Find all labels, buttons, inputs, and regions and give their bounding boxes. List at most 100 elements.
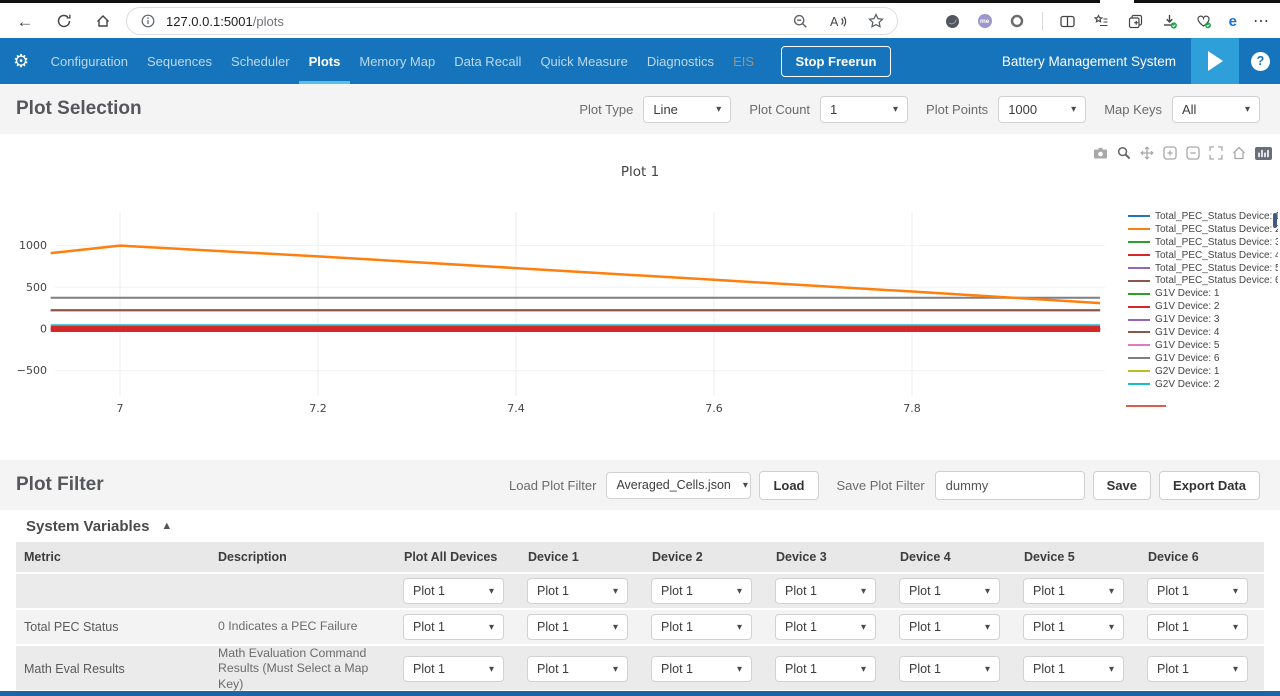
- legend-swatch-icon: [1128, 357, 1150, 359]
- save-plot-filter-input[interactable]: [935, 471, 1085, 500]
- download-icon[interactable]: [1161, 12, 1179, 30]
- select-math-eval-results-device-6[interactable]: Plot 1▾: [1147, 656, 1248, 682]
- export-data-button[interactable]: Export Data: [1159, 471, 1260, 500]
- legend-item-total-pec-status-device-2[interactable]: Total_PEC_Status Device: 2: [1128, 223, 1278, 236]
- legend-item-g2v-device-2[interactable]: G2V Device: 2: [1128, 378, 1278, 391]
- select-math-eval-results-device-5[interactable]: Plot 1▾: [1023, 656, 1124, 682]
- legend-item-total-pec-status-device-1[interactable]: Total_PEC_Status Device: 1: [1128, 210, 1278, 223]
- select-all-device-3[interactable]: Plot 1▾: [775, 578, 876, 604]
- legend-item-total-pec-status-device-4[interactable]: Total_PEC_Status Device: 4: [1128, 249, 1278, 262]
- select-all-device-1[interactable]: Plot 1▾: [527, 578, 628, 604]
- save-button[interactable]: Save: [1093, 471, 1151, 500]
- read-aloud-icon[interactable]: A: [829, 12, 847, 30]
- select-total-pec-status-device-1[interactable]: Plot 1▾: [527, 614, 628, 640]
- select-math-eval-results-plot-all-devices[interactable]: Plot 1▾: [403, 656, 504, 682]
- select-all-device-6[interactable]: Plot 1▾: [1147, 578, 1248, 604]
- select-math-eval-results-device-3[interactable]: Plot 1▾: [775, 656, 876, 682]
- tab-plots[interactable]: Plots: [299, 38, 350, 84]
- camera-icon[interactable]: [1093, 146, 1108, 160]
- load-button[interactable]: Load: [759, 471, 818, 500]
- back-icon[interactable]: ←: [16, 12, 34, 30]
- gear-icon[interactable]: ⚙: [13, 52, 29, 70]
- select-total-pec-status-plot-all-devices[interactable]: Plot 1▾: [403, 614, 504, 640]
- address-bar[interactable]: 127.0.0.1:5001/plots A: [126, 7, 898, 35]
- extension-me-icon[interactable]: me: [978, 14, 992, 28]
- select-all-device-2-value: Plot 1: [661, 584, 693, 598]
- tab-scheduler[interactable]: Scheduler: [222, 38, 300, 84]
- select-math-eval-results-device-2[interactable]: Plot 1▾: [651, 656, 752, 682]
- plot-type-select-value: Line: [653, 102, 678, 117]
- extension-ring-icon[interactable]: [1008, 12, 1026, 30]
- legend-scrollbar[interactable]: [1273, 213, 1277, 228]
- tab-memory-map[interactable]: Memory Map: [350, 38, 445, 84]
- home-icon[interactable]: [94, 12, 112, 30]
- select-total-pec-status-device-2[interactable]: Plot 1▾: [651, 614, 752, 640]
- select-total-pec-status-device-5-value: Plot 1: [1033, 620, 1065, 634]
- tab-configuration[interactable]: Configuration: [41, 38, 137, 84]
- site-info-icon[interactable]: [139, 12, 157, 30]
- plot-count-select[interactable]: 1▾: [820, 96, 908, 123]
- cell-plot-all-devices: Plot 1▾: [396, 656, 520, 682]
- stop-freerun-button[interactable]: Stop Freerun: [781, 46, 892, 77]
- select-all-device-5[interactable]: Plot 1▾: [1023, 578, 1124, 604]
- tab-sequences[interactable]: Sequences: [137, 38, 221, 84]
- edge-ie-mode-icon[interactable]: e: [1229, 13, 1237, 30]
- legend-item-total-pec-status-device-3[interactable]: Total_PEC_Status Device: 3: [1128, 236, 1278, 249]
- select-total-pec-status-device-4[interactable]: Plot 1▾: [899, 614, 1000, 640]
- select-total-pec-status-device-6[interactable]: Plot 1▾: [1147, 614, 1248, 640]
- tab-quick-measure[interactable]: Quick Measure: [531, 38, 637, 84]
- select-total-pec-status-device-5[interactable]: Plot 1▾: [1023, 614, 1124, 640]
- legend-item-g1v-device-6[interactable]: G1V Device: 6: [1128, 352, 1278, 365]
- play-button[interactable]: [1191, 38, 1239, 84]
- chevron-down-icon: ▾: [601, 664, 618, 675]
- tab-data-recall[interactable]: Data Recall: [445, 38, 531, 84]
- select-math-eval-results-device-1[interactable]: Plot 1▾: [527, 656, 628, 682]
- legend-item-g1v-device-4[interactable]: G1V Device: 4: [1128, 326, 1278, 339]
- legend-item-g1v-device-3[interactable]: G1V Device: 3: [1128, 313, 1278, 326]
- refresh-icon[interactable]: [55, 12, 73, 30]
- reset-axes-icon[interactable]: [1232, 146, 1246, 160]
- help-button[interactable]: ?: [1251, 52, 1270, 71]
- collapse-triangle-icon[interactable]: ▲: [161, 520, 172, 532]
- favorites-hub-icon[interactable]: [1093, 12, 1111, 30]
- collections-icon[interactable]: [1127, 12, 1145, 30]
- plotly-modebar: [1093, 146, 1272, 160]
- legend-item-g2v-device-1[interactable]: G2V Device: 1: [1128, 365, 1278, 378]
- favorite-star-icon[interactable]: [867, 12, 885, 30]
- pan-icon[interactable]: [1140, 146, 1154, 160]
- select-total-pec-status-device-3[interactable]: Plot 1▾: [775, 614, 876, 640]
- extension-dark-icon[interactable]: [944, 12, 962, 30]
- plotly-logo-icon[interactable]: [1255, 147, 1272, 160]
- chevron-down-icon: ▾: [725, 622, 742, 633]
- select-all-device-4[interactable]: Plot 1▾: [899, 578, 1000, 604]
- split-screen-icon[interactable]: [1059, 12, 1077, 30]
- select-all-device-5-value: Plot 1: [1033, 584, 1065, 598]
- legend-item-total-pec-status-device-6[interactable]: Total_PEC_Status Device: 6: [1128, 274, 1278, 287]
- select-all-device-2[interactable]: Plot 1▾: [651, 578, 752, 604]
- legend-item-g1v-device-5[interactable]: G1V Device: 5: [1128, 339, 1278, 352]
- tab-diagnostics[interactable]: Diagnostics: [637, 38, 723, 84]
- legend-item-total-pec-status-device-5[interactable]: Total_PEC_Status Device: 5: [1128, 262, 1278, 275]
- more-options-icon[interactable]: ⋯: [1253, 11, 1270, 31]
- zoom-icon[interactable]: [1117, 146, 1131, 160]
- svg-text:1000: 1000: [19, 239, 47, 252]
- plot-type-select[interactable]: Line▾: [643, 96, 731, 123]
- plot-points-select[interactable]: 1000▾: [998, 96, 1086, 123]
- plot-canvas[interactable]: 10005000−50077.27.47.67.8Plot 1: [0, 134, 1280, 460]
- zoom-in-icon[interactable]: [1163, 146, 1177, 160]
- autoscale-icon[interactable]: [1209, 146, 1223, 160]
- legend-label: Total_PEC_Status Device: 6: [1155, 275, 1278, 286]
- select-math-eval-results-device-4[interactable]: Plot 1▾: [899, 656, 1000, 682]
- zoom-out-icon[interactable]: [1186, 146, 1200, 160]
- select-all-plot-all-devices[interactable]: Plot 1▾: [403, 578, 504, 604]
- browser-essentials-icon[interactable]: [1195, 12, 1213, 30]
- load-plot-filter-select[interactable]: Averaged_Cells.json ▾: [606, 472, 751, 499]
- legend-item-g1v-device-2[interactable]: G1V Device: 2: [1128, 300, 1278, 313]
- tab-eis[interactable]: EIS: [724, 38, 764, 84]
- svg-text:7.2: 7.2: [309, 402, 327, 415]
- chevron-down-icon: ▾: [725, 664, 742, 675]
- zoom-out-search-icon[interactable]: [791, 12, 809, 30]
- select-all-device-3-value: Plot 1: [785, 584, 817, 598]
- legend-item-g1v-device-1[interactable]: G1V Device: 1: [1128, 287, 1278, 300]
- map-keys-select[interactable]: All▾: [1172, 96, 1260, 123]
